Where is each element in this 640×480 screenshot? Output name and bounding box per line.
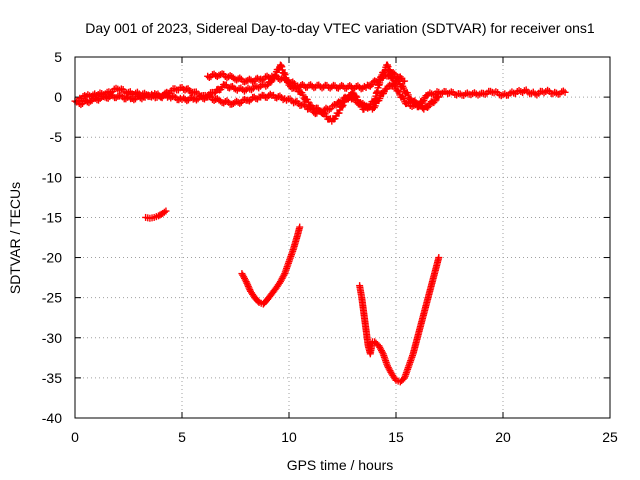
series-5 — [238, 223, 304, 308]
data-point — [388, 69, 407, 85]
data-point — [75, 97, 95, 109]
data-point — [510, 86, 527, 98]
data-point — [488, 88, 505, 100]
data-point — [401, 77, 409, 85]
chart-title: Day 001 of 2023, Sidereal Day-to-day VTE… — [85, 20, 595, 36]
data-point — [394, 77, 414, 103]
y-tick-label: 5 — [54, 49, 62, 65]
data-point — [232, 84, 248, 95]
data-point — [520, 86, 537, 98]
data-point — [561, 88, 569, 96]
data-point — [251, 294, 262, 305]
data-point — [242, 74, 261, 86]
data-point — [281, 259, 292, 278]
series-3 — [204, 69, 409, 93]
data-point — [294, 80, 368, 93]
data-point — [281, 75, 300, 90]
series-6 — [356, 254, 443, 386]
data-point — [407, 96, 427, 112]
data-point — [542, 86, 559, 98]
data-point — [291, 97, 309, 109]
data-point — [242, 278, 254, 294]
data-point — [375, 342, 386, 356]
data-point — [379, 350, 391, 368]
data-points — [71, 61, 569, 386]
y-tick-label: -30 — [42, 330, 62, 346]
x-tick-label: 20 — [495, 429, 511, 445]
x-tick-label: 25 — [602, 429, 618, 445]
x-tick-label: 15 — [388, 429, 404, 445]
x-tick-label: 0 — [71, 429, 79, 445]
data-point — [435, 93, 443, 101]
series-4 — [142, 207, 170, 222]
data-point — [268, 72, 287, 84]
data-point — [418, 303, 430, 326]
data-point — [345, 92, 362, 108]
data-point — [276, 271, 288, 286]
data-point — [296, 87, 313, 109]
y-tick-label: -25 — [42, 290, 62, 306]
data-point — [401, 364, 412, 382]
data-point — [217, 97, 236, 108]
x-tick-label: 5 — [178, 429, 186, 445]
data-point — [217, 70, 236, 82]
data-point — [332, 93, 352, 109]
data-point — [362, 326, 372, 348]
data-point — [204, 92, 223, 105]
x-axis-label: GPS time / hours — [287, 457, 394, 473]
axis-ticks: 0 5 10 15 20 25 5 0 -5 -10 -15 -20 -25 -30 -35 -40 — [42, 49, 618, 445]
data-point — [435, 254, 443, 262]
data-point — [420, 93, 442, 113]
data-point — [285, 247, 297, 266]
y-tick-label: -5 — [50, 129, 63, 145]
plot-frame — [74, 56, 611, 419]
data-point — [162, 207, 170, 215]
data-point — [268, 285, 279, 298]
data-point — [139, 90, 159, 101]
data-point — [255, 72, 274, 84]
y-tick-label: -10 — [42, 169, 62, 185]
data-point — [114, 91, 133, 103]
grid-lines — [75, 57, 610, 418]
data-point — [101, 91, 120, 102]
y-axis-label: SDTVAR / TECUs — [7, 182, 23, 294]
data-point — [238, 270, 249, 284]
series-2 — [75, 77, 443, 118]
x-tick-label: 10 — [281, 429, 297, 445]
y-tick-label: -20 — [42, 250, 62, 266]
data-point — [127, 92, 146, 104]
data-point — [296, 223, 304, 231]
data-point — [152, 90, 172, 101]
y-tick-label: -40 — [42, 410, 62, 426]
data-point — [178, 94, 197, 105]
data-point — [204, 70, 223, 81]
data-point — [478, 87, 495, 98]
data-point — [409, 335, 421, 358]
data-point — [221, 81, 238, 92]
data-point — [281, 95, 298, 107]
data-point — [368, 87, 388, 113]
data-point — [114, 85, 131, 97]
y-tick-label: 0 — [54, 89, 62, 105]
y-tick-label: -35 — [42, 370, 62, 386]
y-tick-label: -15 — [42, 209, 62, 225]
